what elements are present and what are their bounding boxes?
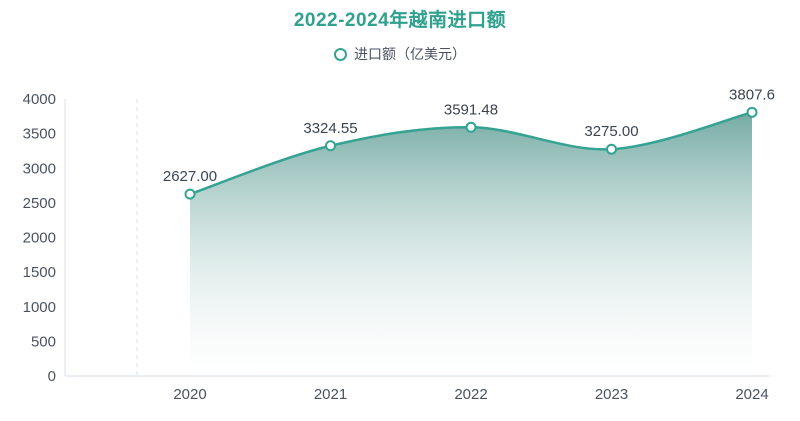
- y-axis-tick-label: 3000: [23, 160, 56, 177]
- x-axis-tick-label: 2023: [595, 386, 628, 403]
- data-point-label: 3591.48: [444, 101, 498, 118]
- data-point-label: 2627.00: [163, 168, 217, 185]
- area-fill: [190, 112, 752, 376]
- data-point-label: 3807.6: [729, 86, 775, 103]
- chart-title: 2022-2024年越南进口额: [293, 10, 507, 31]
- line-area-chart[interactable]: 0 500 1000 1500 2000 2500 3000 3500 4000 2020 2021…: [0, 80, 800, 420]
- x-axis-tick-label: 2020: [173, 386, 206, 403]
- data-point-marker[interactable]: [465, 121, 477, 133]
- y-axis-tick-label: 1000: [23, 299, 56, 316]
- x-axis-tick-label: 2024: [735, 386, 768, 403]
- legend-circle-icon: [334, 47, 347, 61]
- x-axis-tick-label: 2021: [314, 386, 347, 403]
- y-axis-tick-label: 2500: [23, 195, 56, 212]
- x-axis-tick-label: 2022: [454, 386, 487, 403]
- data-point-marker[interactable]: [184, 188, 196, 200]
- data-point-marker[interactable]: [746, 106, 758, 118]
- y-axis-tick-label: 4000: [23, 91, 56, 108]
- legend-item[interactable]: 进口额（亿美元）: [0, 45, 800, 63]
- legend-label: 进口额（亿美元）: [354, 46, 466, 62]
- y-axis-tick-label: 500: [31, 333, 56, 350]
- y-axis-tick-label: 0: [48, 368, 56, 385]
- data-point-label: 3275.00: [584, 123, 638, 140]
- data-point-marker[interactable]: [606, 143, 617, 155]
- y-axis-tick-label: 1500: [23, 264, 56, 281]
- data-point-marker[interactable]: [325, 140, 336, 152]
- y-axis-tick-label: 2000: [23, 230, 56, 247]
- data-point-label: 3324.55: [303, 120, 357, 137]
- y-axis-tick-label: 3500: [23, 126, 56, 143]
